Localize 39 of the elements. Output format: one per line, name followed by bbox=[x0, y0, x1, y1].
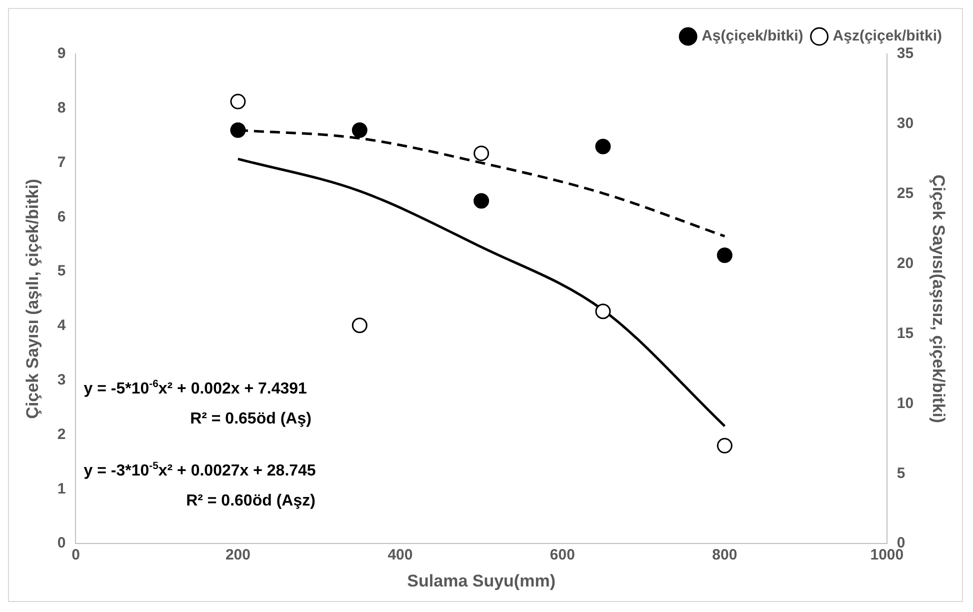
point bbox=[716, 438, 732, 454]
x-axis-title: Sulama Suyu(mm) bbox=[407, 571, 556, 590]
y-tick-label: 3 bbox=[57, 372, 66, 389]
y-tick-label: 5 bbox=[57, 262, 66, 280]
y-tick-label: 2 bbox=[57, 426, 66, 443]
point bbox=[716, 248, 732, 264]
y2-tick-label: 35 bbox=[896, 45, 914, 62]
legend-label: Aşz(çiçek/bitki) bbox=[832, 28, 942, 45]
y2-tick-label: 30 bbox=[896, 115, 914, 132]
y-tick-label: 8 bbox=[57, 100, 66, 117]
y-tick-label: 1 bbox=[57, 480, 66, 498]
y-axis-title: Çiçek Sayısı (aşılı, çiçek/bitki) bbox=[22, 178, 42, 419]
y-tick-label: 9 bbox=[57, 45, 66, 62]
y2-axis-title: Çiçek Sayısı(aşısız, çiçek/bitki) bbox=[929, 174, 948, 424]
y-tick-label: 0 bbox=[57, 534, 66, 552]
point bbox=[352, 122, 368, 138]
point bbox=[474, 193, 490, 209]
point bbox=[474, 146, 490, 162]
annotation: R² = 0.60öd (Aşz) bbox=[186, 492, 316, 510]
y-tick-label: 7 bbox=[57, 154, 66, 171]
x-tick-label: 400 bbox=[388, 546, 413, 564]
y-tick-label: 6 bbox=[57, 208, 66, 226]
x-tick-label: 200 bbox=[225, 546, 250, 564]
point bbox=[230, 94, 246, 110]
y-tick-label: 4 bbox=[57, 317, 66, 334]
y2-tick-label: 10 bbox=[896, 394, 914, 412]
point bbox=[352, 318, 368, 334]
x-tick-label: 0 bbox=[72, 546, 80, 564]
annotation: R² = 0.65öd (Aş) bbox=[190, 410, 312, 428]
point bbox=[595, 304, 611, 320]
x-tick-label: 600 bbox=[550, 546, 575, 564]
y2-tick-label: 25 bbox=[896, 185, 914, 202]
y2-tick-label: 5 bbox=[896, 464, 906, 482]
point bbox=[230, 122, 246, 138]
x-tick-label: 800 bbox=[712, 546, 738, 564]
y2-tick-label: 20 bbox=[896, 254, 914, 272]
y2-tick-label: 15 bbox=[896, 324, 914, 342]
point bbox=[595, 138, 611, 154]
legend-label: Aş(çiçek/bitki) bbox=[702, 28, 804, 45]
